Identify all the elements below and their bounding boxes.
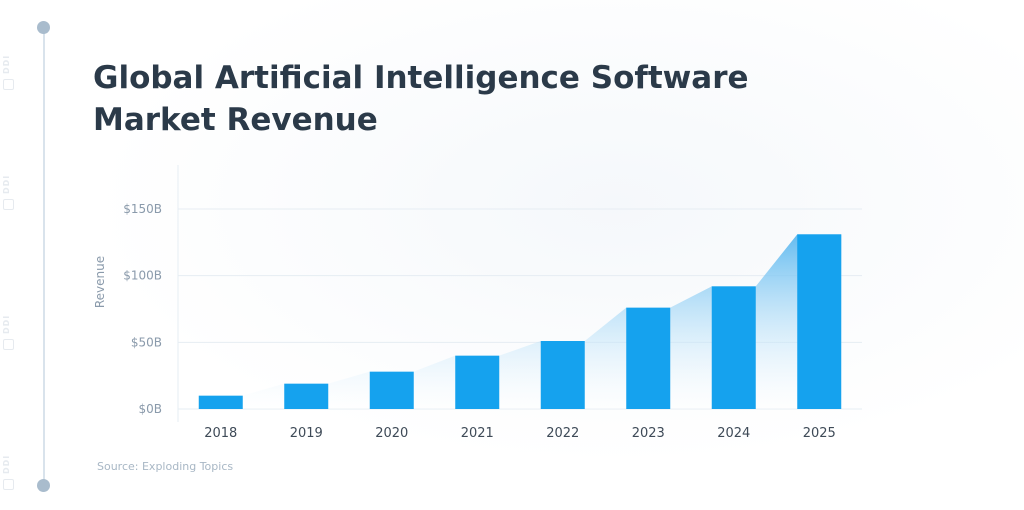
watermark-icon xyxy=(3,479,14,490)
trend-area xyxy=(198,234,842,409)
source-note: Source: Exploding Topics xyxy=(97,460,234,473)
bar-2021 xyxy=(455,355,500,409)
bar-2022 xyxy=(540,341,585,409)
x-tick-label: 2024 xyxy=(717,426,750,441)
watermark-icon xyxy=(3,79,14,90)
x-tick-label: 2020 xyxy=(375,426,408,441)
watermark-icon xyxy=(3,199,14,210)
watermark-logo: DDI xyxy=(2,430,18,490)
x-tick-label: 2023 xyxy=(632,426,665,441)
chart-title: Global Artificial Intelligence Software … xyxy=(93,60,749,138)
y-tick-label: $50B xyxy=(131,335,162,349)
y-axis-label: Revenue xyxy=(93,256,107,308)
x-tick-label: 2025 xyxy=(803,426,836,441)
bar-2023 xyxy=(626,307,671,409)
x-tick-label: 2019 xyxy=(290,426,323,441)
x-tick-label: 2018 xyxy=(204,426,237,441)
timeline-dot-top xyxy=(37,21,50,34)
bar-2018 xyxy=(198,395,243,409)
y-tick-label: $100B xyxy=(123,269,162,283)
x-tick-label: 2022 xyxy=(546,426,579,441)
timeline-line xyxy=(43,27,45,485)
watermark-icon xyxy=(3,339,14,350)
watermark-logo: DDI xyxy=(2,290,18,350)
bar-2019 xyxy=(284,383,329,409)
x-tick-label: 2021 xyxy=(461,426,494,441)
timeline-dot-bottom xyxy=(37,479,50,492)
watermark-logo: DDI xyxy=(2,30,18,90)
y-tick-label: $150B xyxy=(123,202,162,216)
bar-2020 xyxy=(369,371,414,409)
bar-2025 xyxy=(797,234,842,409)
y-tick-label: $0B xyxy=(138,402,162,416)
bar-2024 xyxy=(711,286,756,409)
watermark-logo: DDI xyxy=(2,150,18,210)
